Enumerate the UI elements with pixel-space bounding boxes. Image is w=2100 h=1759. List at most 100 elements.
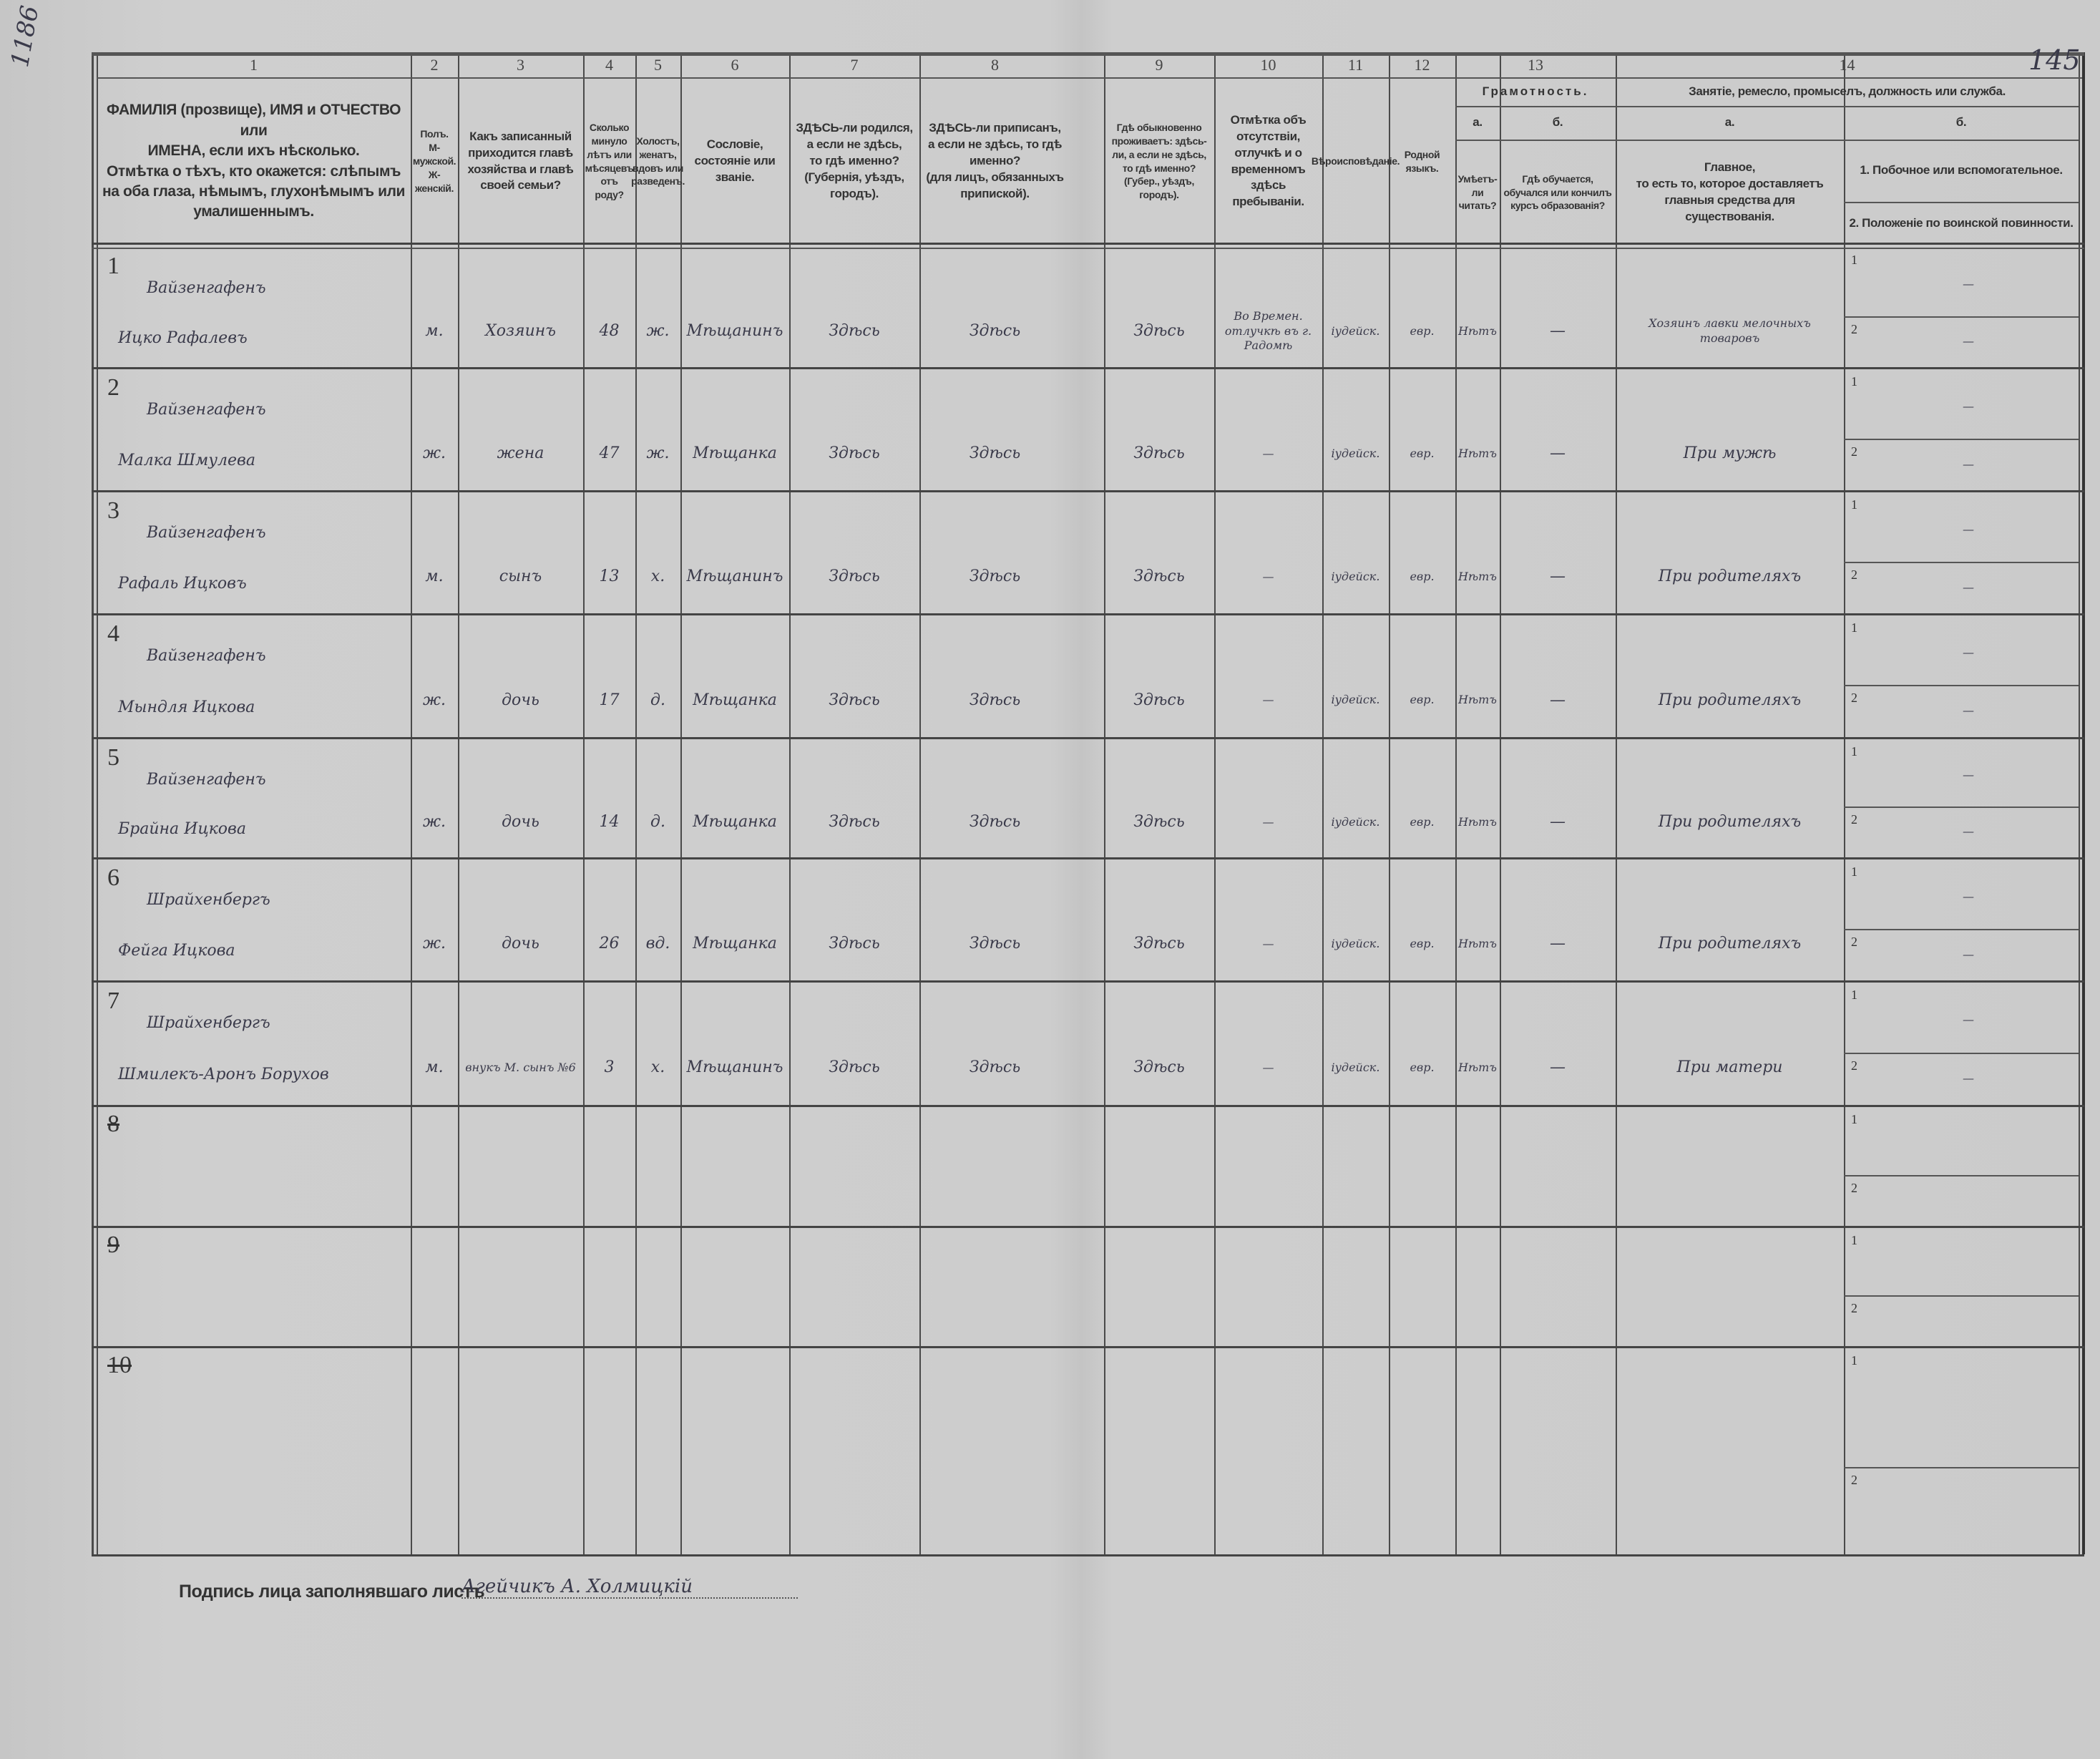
cell-marital: х.: [650, 1058, 665, 1077]
column-number: 14: [1839, 55, 1855, 74]
cell-born: Здѣсь: [829, 1058, 880, 1077]
column-number: 9: [1155, 55, 1163, 74]
surname: Вайзенгафенъ: [147, 524, 266, 542]
cell-religion: іудейск.: [1331, 446, 1380, 460]
cell-side-occupation: —: [1963, 889, 1974, 903]
cell-born: Здѣсь: [829, 691, 880, 709]
literacy-a: а.: [1473, 115, 1483, 130]
column-number: 10: [1260, 55, 1276, 74]
cell-religion: іудейск.: [1331, 814, 1380, 829]
sub-label-1: 1: [1851, 620, 1857, 635]
cell-age: 26: [599, 935, 620, 953]
column-divider: [1322, 52, 1324, 1554]
cell-absence: —: [1262, 693, 1274, 707]
sub-label-1: 1: [1851, 864, 1857, 879]
occupation-a: а.: [1724, 115, 1735, 130]
cell-occupation: Хозяинъ лавки мелочныхъ товаровъ: [1649, 316, 1811, 345]
cell-literate: Нѣтъ: [1458, 1060, 1497, 1074]
cell-side-occupation: —: [1963, 768, 1974, 782]
surname: Шрайхенбергъ: [147, 1014, 270, 1033]
column-number: 2: [430, 55, 439, 74]
cell-sex: м.: [425, 1058, 444, 1077]
sub-label-2: 2: [1851, 812, 1857, 827]
column-divider: [680, 52, 682, 1554]
literacy-b-text: Гдѣ обучается, обучался или кончилъ курс…: [1503, 172, 1612, 212]
cell-sex: м.: [425, 567, 444, 586]
cell-born: Здѣсь: [829, 567, 880, 586]
sub-label-1: 1: [1851, 1353, 1857, 1368]
row-number: 10: [107, 1352, 132, 1378]
row-divider: [92, 1226, 2084, 1228]
given-name-patronymic: Малка Шмулева: [118, 452, 255, 470]
cell-relation: дочь: [502, 691, 539, 709]
row-number: 6: [107, 864, 119, 891]
cell-residence: Здѣсь: [1133, 691, 1185, 709]
cell-marital: вд.: [645, 935, 670, 953]
given-name-patronymic: Шмилекъ-Аронъ Борухов: [118, 1066, 329, 1084]
cell-estate: Мѣщанинъ: [686, 1058, 783, 1077]
column-header-c8: ЗДѢСЬ-ли приписанъ, а если не здѣсь, то …: [926, 121, 1064, 200]
cell-age: 13: [599, 567, 620, 586]
column-divider: [1104, 52, 1105, 1554]
row-divider: [92, 490, 2084, 492]
cell-side-occupation: —: [1963, 277, 1974, 291]
given-name-patronymic: Мындля Ицкова: [118, 698, 255, 716]
surname: Вайзенгафенъ: [147, 279, 266, 298]
sub-label-2: 2: [1851, 322, 1857, 336]
given-name-patronymic: Фейга Ицкова: [118, 942, 235, 960]
cell-side-occupation: —: [1963, 399, 1974, 413]
cell-military: —: [1963, 580, 1974, 594]
sub-label-2: 2: [1851, 444, 1857, 459]
cell-occupation: При родителяхъ: [1658, 567, 1802, 586]
sub-row-divider: [1844, 807, 2079, 808]
column-number: 1: [250, 55, 258, 74]
occupation-b-line: [1844, 202, 2079, 203]
cell-sex: ж.: [422, 935, 446, 953]
sub-label-2: 2: [1851, 1181, 1857, 1195]
literacy-a-text: Умѣетъ-ли читать?: [1457, 172, 1498, 212]
sub-label-2: 2: [1851, 1301, 1857, 1315]
sub-label-1: 1: [1851, 253, 1857, 267]
row-divider: [92, 367, 2084, 369]
column-header-c7: ЗДѢСЬ-ли родился, а если не здѣсь, то гд…: [796, 121, 913, 200]
sub-label-2: 2: [1851, 567, 1857, 582]
cell-residence: Здѣсь: [1133, 322, 1185, 341]
sub-label-1: 1: [1851, 1233, 1857, 1247]
cell-literate: Нѣтъ: [1458, 569, 1497, 583]
cell-language: евр.: [1410, 446, 1435, 460]
cell-sex: ж.: [422, 813, 446, 832]
cell-occupation: При родителяхъ: [1658, 691, 1802, 709]
cell-military: —: [1963, 824, 1974, 839]
cell-literate: Нѣтъ: [1458, 814, 1497, 829]
cell-side-occupation: —: [1963, 1013, 1974, 1027]
cell-residence: Здѣсь: [1133, 813, 1185, 832]
column-header-c11: Вѣроисповѣданіе.: [1311, 155, 1400, 167]
cell-military: —: [1963, 334, 1974, 349]
cell-estate: Мѣщанка: [693, 444, 777, 463]
row-number: 5: [107, 744, 119, 771]
group-line: [1455, 106, 2079, 107]
column-divider: [1844, 52, 1845, 1554]
cell-side-occupation: —: [1963, 645, 1974, 659]
cell-residence: Здѣсь: [1133, 567, 1185, 586]
cell-education: —: [1550, 567, 1566, 586]
sub-label-1: 1: [1851, 497, 1857, 512]
cell-education: —: [1550, 322, 1566, 341]
cell-literate: Нѣтъ: [1458, 936, 1497, 950]
occupation-b1-text: 1. Побочное или вспомогательное.: [1860, 163, 2063, 177]
header-bottom-line: [92, 243, 2084, 245]
sub-label-2: 2: [1851, 1058, 1857, 1073]
sub-row-divider: [1844, 1295, 2079, 1297]
sub-row-divider: [1844, 1175, 2079, 1176]
cell-military: —: [1963, 1071, 1974, 1086]
occupation-title: Занятіе, ремесло, промыселъ, должность и…: [1689, 84, 2006, 98]
column-divider: [1389, 52, 1390, 1554]
cell-residence: Здѣсь: [1133, 444, 1185, 463]
sub-row-divider: [1844, 1467, 2079, 1468]
cell-residence: Здѣсь: [1133, 1058, 1185, 1077]
row-number: 2: [107, 374, 119, 401]
cell-marital: х.: [650, 567, 665, 586]
occupation-b: б.: [1955, 115, 1967, 130]
cell-education: —: [1550, 1058, 1566, 1077]
cell-relation: внукъ М. сынъ №6: [465, 1060, 576, 1074]
